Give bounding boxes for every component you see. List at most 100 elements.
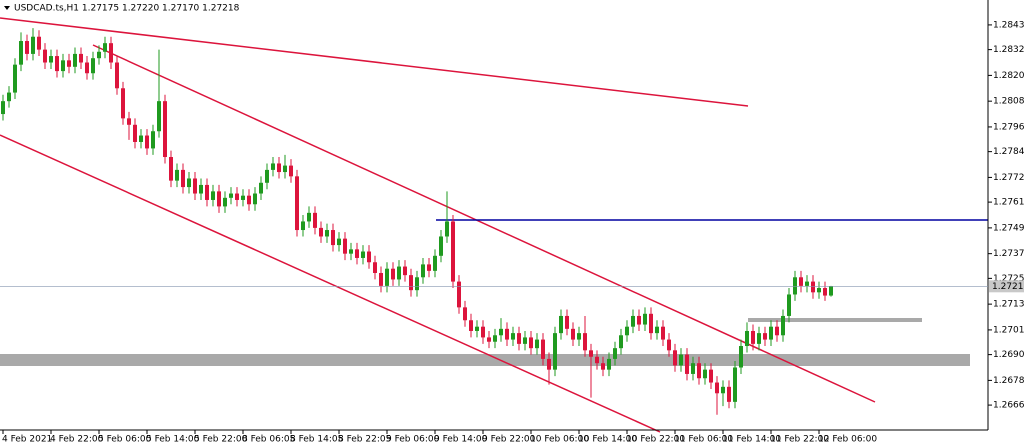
candle-body — [451, 221, 455, 282]
y-tick-label: 1.27490 — [993, 223, 1024, 233]
candle-body — [547, 358, 551, 370]
candle-body — [511, 333, 515, 340]
candle-body — [223, 197, 227, 207]
candle-body — [163, 101, 167, 158]
candle-body — [601, 363, 605, 370]
candle-body — [625, 326, 629, 336]
y-tick-label: 1.28080 — [993, 97, 1024, 107]
x-tick-label: 9 Feb 14:00 — [434, 435, 488, 445]
candle-body — [817, 288, 821, 293]
candle-body — [685, 354, 689, 374]
candle-body — [37, 36, 41, 50]
candle-body — [781, 315, 785, 336]
candle-body — [343, 238, 347, 254]
candle-body — [811, 281, 815, 293]
y-tick-label: 1.27845 — [993, 147, 1024, 157]
candle-body — [217, 191, 221, 207]
candle-body — [589, 350, 593, 357]
candle-body — [793, 277, 797, 295]
candle-body — [715, 382, 719, 394]
candle-body — [733, 367, 737, 402]
candle-body — [619, 335, 623, 349]
candle-body — [13, 64, 17, 93]
candle-body — [229, 193, 233, 198]
y-tick-label: 1.27135 — [993, 300, 1024, 310]
candle-body — [649, 313, 653, 334]
candle-body — [283, 165, 287, 173]
candle-body — [67, 60, 71, 67]
candle-body — [49, 56, 53, 63]
candle-body — [169, 157, 173, 181]
candle-body — [337, 238, 341, 246]
candle-body — [523, 337, 527, 344]
candle-body — [61, 60, 65, 72]
x-tick-label: 5 Feb 06:00 — [98, 435, 152, 445]
y-tick-label: 1.26900 — [993, 350, 1024, 360]
candle-body — [475, 326, 479, 331]
x-tick-label: 10 Feb 14:00 — [578, 435, 637, 445]
candle-body — [409, 275, 413, 291]
price-label: 1.27218 — [992, 282, 1024, 292]
candle-body — [199, 184, 203, 194]
candle-body — [637, 315, 641, 325]
y-tick-label: 1.27610 — [993, 198, 1024, 208]
candle-body — [349, 249, 353, 254]
candles — [1, 28, 833, 415]
candle-body — [559, 315, 563, 334]
candle-body — [307, 212, 311, 222]
x-tick-label: 11 Feb 14:00 — [722, 435, 781, 445]
candle-body — [313, 212, 317, 228]
y-tick-label: 1.27370 — [993, 249, 1024, 259]
candle-body — [367, 251, 371, 263]
candle-body — [379, 272, 383, 286]
x-tick-label: 5 Feb 14:00 — [146, 435, 200, 445]
candle-body — [121, 88, 125, 119]
candle-body — [427, 264, 431, 271]
x-tick-label: 4 Feb 2021 — [2, 435, 52, 445]
menu-icon[interactable] — [4, 6, 10, 10]
candle-body — [487, 337, 491, 342]
candle-body — [19, 41, 23, 65]
candle-body — [211, 191, 215, 200]
candle-body — [97, 51, 101, 59]
candle-body — [73, 53, 77, 67]
candle-body — [481, 326, 485, 338]
candle-body — [673, 350, 677, 366]
y-tick-label: 1.27255 — [993, 274, 1024, 284]
x-tick-label: 10 Feb 22:00 — [626, 435, 685, 445]
chart-title: USDCAD.ts,H1 1.27175 1.27220 1.27170 1.2… — [14, 4, 240, 14]
candle-body — [247, 195, 251, 205]
candle-body — [181, 169, 185, 188]
candle-body — [739, 346, 743, 368]
y-tick-label: 1.28435 — [993, 20, 1024, 30]
candle-body — [331, 230, 335, 246]
y-tick-label: 1.28200 — [993, 71, 1024, 81]
candle-body — [91, 58, 95, 74]
candle-body — [373, 262, 377, 273]
candle-body — [7, 92, 11, 102]
candle-body — [133, 124, 137, 142]
candle-body — [43, 49, 47, 63]
candle-body — [361, 251, 365, 258]
x-tick-label: 11 Feb 06:00 — [674, 435, 733, 445]
candle-body — [721, 386, 725, 394]
candle-body — [391, 268, 395, 280]
candle-body — [613, 348, 617, 359]
candle-body — [397, 266, 401, 280]
candle-body — [493, 335, 497, 342]
y-tick-label: 1.28320 — [993, 45, 1024, 55]
candle-body — [289, 165, 293, 177]
candle-body — [253, 193, 257, 205]
zone — [748, 318, 922, 322]
candle-body — [55, 56, 59, 72]
candle-body — [277, 163, 281, 173]
candle-body — [205, 184, 209, 200]
candle-body — [187, 178, 191, 188]
x-tick-label: 10 Feb 06:00 — [530, 435, 589, 445]
candle-body — [661, 326, 665, 340]
candle-body — [79, 53, 83, 63]
x-tick-label: 9 Feb 06:00 — [386, 435, 440, 445]
y-tick-label: 1.26780 — [993, 376, 1024, 386]
candle-body — [679, 354, 683, 366]
candle-body — [631, 315, 635, 327]
